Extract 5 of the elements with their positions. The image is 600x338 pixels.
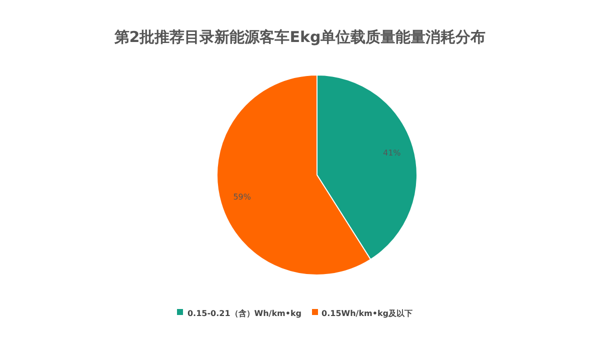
legend-label: 0.15Wh/km•kg及以下 [322,309,413,318]
data-label: 41% [383,148,402,158]
data-label: 59% [233,192,252,202]
legend-label: 0.15-0.21（含）Wh/km•kg [187,309,302,318]
chart-title: 第2批推荐目录新能源客车Ekg单位载质量能量消耗分布 [113,28,487,47]
